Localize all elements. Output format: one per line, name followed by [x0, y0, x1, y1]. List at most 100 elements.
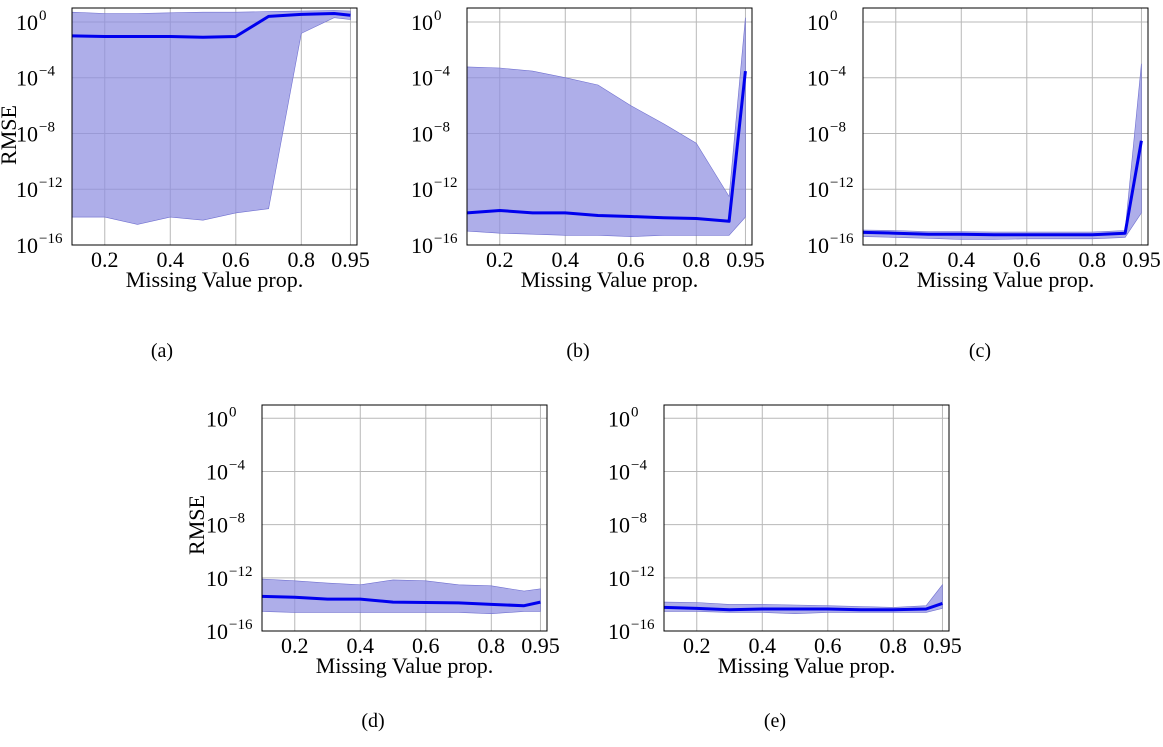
mean-line	[71, 12, 351, 39]
y-tick-base: 10	[807, 121, 829, 146]
y-tick-base: 10	[206, 566, 228, 591]
x-tick-label: 0.6	[1013, 247, 1041, 272]
plot-frame	[663, 404, 950, 632]
confidence-band	[862, 63, 1142, 240]
y-tick-exponent: −16	[830, 231, 854, 247]
y-tick-exponent: −16	[631, 617, 655, 633]
y-tick-base: 10	[411, 66, 433, 91]
y-tick-exponent: 0	[39, 8, 47, 24]
mean-line	[466, 70, 747, 223]
y-tick-base: 10	[608, 459, 630, 484]
y-tick-base: 10	[206, 619, 228, 644]
x-tick-label: 0.6	[222, 247, 250, 272]
plot-frame	[261, 404, 548, 632]
y-tick-base: 10	[16, 177, 38, 202]
y-tick-exponent: −16	[39, 231, 63, 247]
y-tick-exponent: −12	[434, 175, 457, 191]
y-tick-exponent: −4	[229, 457, 245, 473]
y-tick-exponent: −16	[229, 617, 253, 633]
confidence-band	[466, 17, 746, 237]
x-tick-label: 0.4	[552, 247, 580, 272]
y-tick-exponent: −8	[39, 119, 55, 135]
y-tick-exponent: −4	[39, 64, 55, 80]
y-tick-base: 10	[411, 10, 433, 35]
plot-frame	[71, 7, 358, 246]
y-tick-exponent: −12	[39, 175, 62, 191]
y-tick-exponent: −8	[830, 119, 846, 135]
panel-caption: (a)	[151, 340, 173, 362]
y-tick-base: 10	[206, 513, 228, 538]
y-tick-base: 10	[206, 406, 228, 431]
y-tick-exponent: −12	[631, 564, 654, 580]
x-tick-label: 0.8	[288, 247, 316, 272]
x-tick-label: 0.2	[281, 633, 309, 658]
y-tick-exponent: −4	[631, 457, 647, 473]
panel-caption: (e)	[764, 710, 786, 732]
y-tick-exponent: −4	[830, 64, 846, 80]
y-tick-base: 10	[16, 10, 38, 35]
y-tick-exponent: 0	[229, 404, 237, 420]
y-tick-exponent: 0	[631, 404, 639, 420]
x-axis-label: Missing Value prop.	[316, 653, 493, 678]
x-tick-label: 0.95	[726, 247, 765, 272]
y-tick-exponent: −12	[229, 564, 252, 580]
y-tick-exponent: −8	[434, 119, 450, 135]
x-tick-label: 0.8	[683, 247, 711, 272]
y-tick-exponent: −16	[434, 231, 458, 247]
y-tick-base: 10	[807, 10, 829, 35]
panel-caption: (d)	[361, 710, 384, 732]
y-tick-base: 10	[608, 619, 630, 644]
x-tick-label: 0.2	[486, 247, 514, 272]
y-tick-base: 10	[608, 513, 630, 538]
x-tick-label: 0.4	[749, 633, 777, 658]
y-tick-base: 10	[411, 177, 433, 202]
y-tick-base: 10	[16, 121, 38, 146]
panel-caption: (b)	[566, 340, 589, 362]
y-tick-exponent: −4	[434, 64, 450, 80]
x-axis-label: Missing Value prop.	[126, 267, 303, 292]
x-tick-label: 0.2	[91, 247, 119, 272]
y-tick-exponent: 0	[830, 8, 838, 24]
y-tick-exponent: −8	[631, 511, 647, 527]
mean-line	[663, 601, 943, 612]
panel-caption: (c)	[969, 340, 991, 362]
confidence-band	[261, 578, 541, 615]
y-tick-base: 10	[411, 233, 433, 258]
x-tick-label: 0.95	[331, 247, 370, 272]
mean-line	[261, 594, 541, 608]
x-tick-label: 0.8	[880, 633, 908, 658]
x-tick-label: 0.6	[814, 633, 842, 658]
x-tick-label: 0.8	[1079, 247, 1107, 272]
x-tick-label: 0.95	[923, 633, 962, 658]
plot-frame	[466, 7, 753, 246]
y-tick-base: 10	[608, 406, 630, 431]
x-tick-label: 0.8	[478, 633, 506, 658]
y-tick-base: 10	[16, 233, 38, 258]
y-axis-label: RMSE	[184, 495, 209, 555]
y-tick-base: 10	[411, 121, 433, 146]
x-tick-label: 0.2	[683, 633, 711, 658]
y-tick-base: 10	[807, 233, 829, 258]
confidence-band	[663, 583, 943, 615]
x-tick-label: 0.6	[617, 247, 645, 272]
x-tick-label: 0.6	[412, 633, 440, 658]
plot-frame	[862, 7, 1149, 246]
y-tick-base: 10	[608, 566, 630, 591]
y-tick-exponent: −12	[830, 175, 853, 191]
y-tick-base: 10	[16, 66, 38, 91]
y-tick-base: 10	[807, 66, 829, 91]
confidence-band	[71, 10, 351, 225]
x-axis-label: Missing Value prop.	[917, 267, 1094, 292]
y-tick-exponent: −8	[229, 511, 245, 527]
x-tick-label: 0.4	[347, 633, 375, 658]
y-tick-base: 10	[206, 459, 228, 484]
x-axis-label: Missing Value prop.	[718, 653, 895, 678]
x-tick-label: 0.95	[1122, 247, 1161, 272]
x-tick-label: 0.4	[948, 247, 976, 272]
